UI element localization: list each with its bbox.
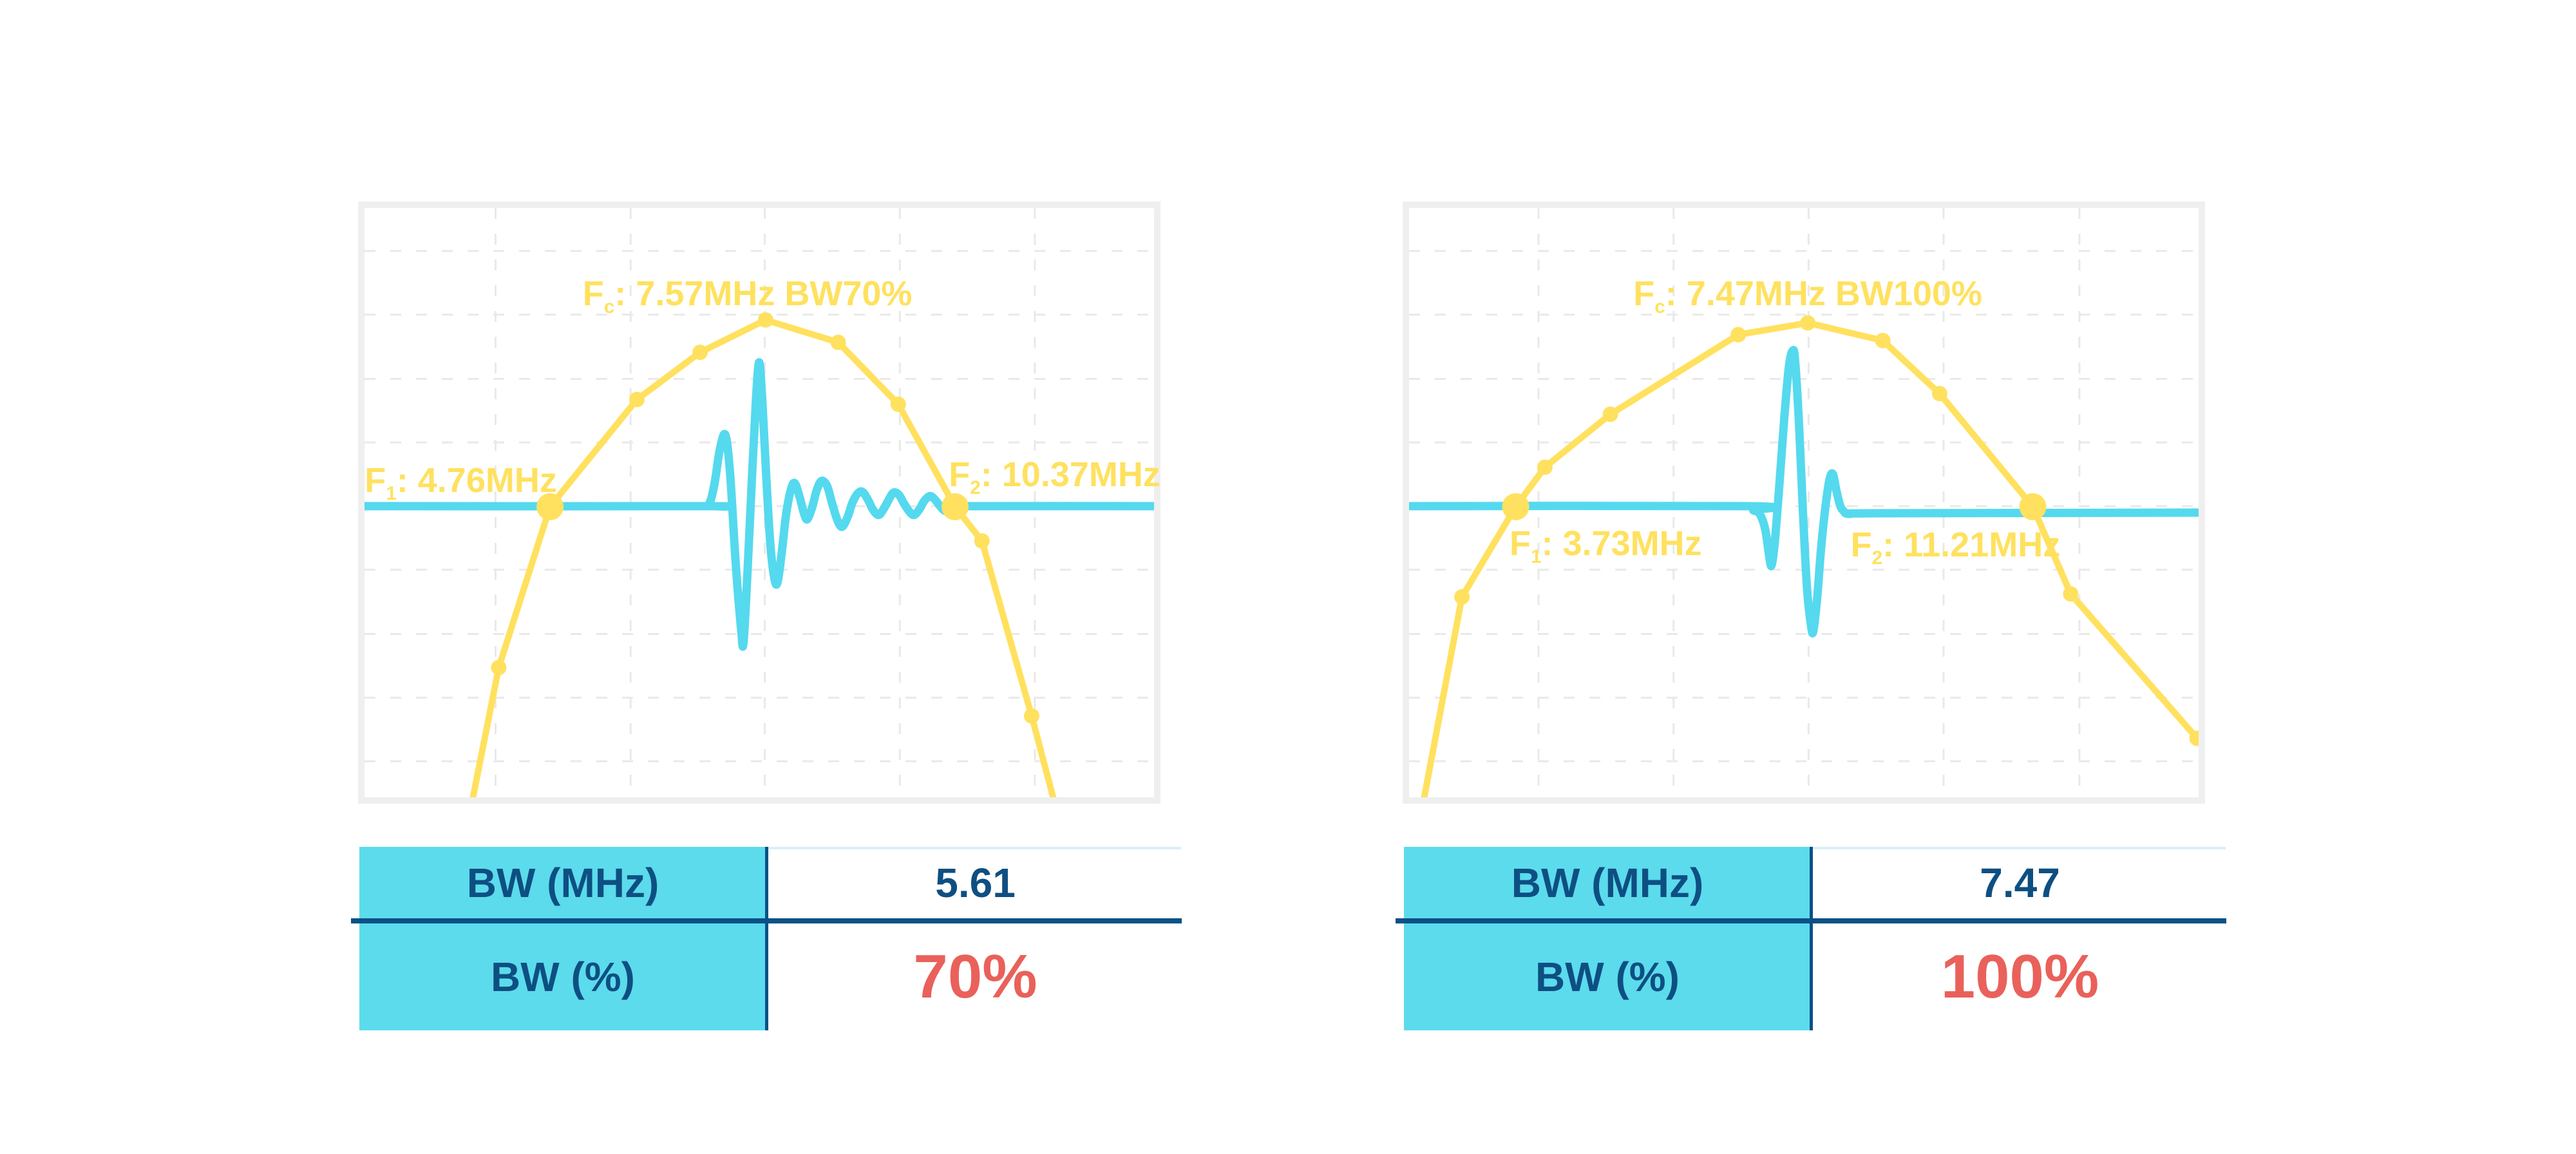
table-row-separator <box>1396 918 2226 923</box>
bandwidth-edge-marker <box>2019 493 2047 520</box>
f1-annotation: F1: 3.73MHz <box>1509 524 1702 567</box>
panel-bw100: Fc: 7.47MHz BW100% F1: 3.73MHz F2: 11.21… <box>1396 202 2226 1032</box>
spectrum-point-marker <box>830 334 846 350</box>
spectrum-point-marker <box>1454 589 1470 605</box>
spectrum-point-marker <box>1537 459 1553 475</box>
table-top-line <box>1813 847 2226 849</box>
chart-svg-bw100 <box>1409 208 2199 797</box>
spectrum-chart-bw70: Fc: 7.57MHz BW70% F1: 4.76MHz F2: 10.37M… <box>358 202 1160 804</box>
table-header-column <box>1404 847 1811 1030</box>
bw-pct-value-cell: 100% <box>1940 942 2099 1011</box>
spectrum-point-marker <box>1800 315 1816 331</box>
bw-pct-label-cell: BW (%) <box>491 954 635 1000</box>
f1-annotation: F1: 4.76MHz <box>365 460 557 504</box>
spectrum-point-marker <box>491 659 507 676</box>
bw-table-bw100: BW (MHz) 7.47 BW (%) 100% <box>1396 847 2226 1030</box>
f2-annotation: F2: 11.21MHz <box>1850 525 2061 569</box>
bw-mhz-value-cell: 5.61 <box>935 859 1016 906</box>
spectrum-point-marker <box>1602 406 1618 422</box>
panel-bw70: Fc: 7.57MHz BW70% F1: 4.76MHz F2: 10.37M… <box>351 202 1182 1032</box>
bw-table-bw70: BW (MHz) 5.61 BW (%) 70% <box>351 847 1182 1030</box>
spectrum-point-marker <box>757 312 773 328</box>
spectrum-point-marker <box>1931 386 1947 402</box>
spectrum-point-marker <box>692 345 708 361</box>
table-top-line <box>768 847 1181 849</box>
bw-pct-value-cell: 70% <box>913 942 1037 1011</box>
chart-svg-bw70 <box>365 208 1154 797</box>
spectrum-point-marker <box>974 533 990 549</box>
spectrum-chart-bw100: Fc: 7.47MHz BW100% F1: 3.73MHz F2: 11.21… <box>1403 202 2205 804</box>
fc-annotation: Fc: 7.57MHz BW70% <box>582 274 913 317</box>
table-column-divider <box>765 847 768 1030</box>
bandwidth-edge-marker <box>1502 493 1530 520</box>
spectrum-point-marker <box>1875 332 1891 348</box>
spectrum-point-marker <box>2189 730 2199 746</box>
bw-mhz-label-cell: BW (MHz) <box>466 859 659 906</box>
bandwidth-edge-marker <box>536 493 564 520</box>
table-header-column <box>359 847 766 1030</box>
bw-mhz-value-cell: 7.47 <box>1980 859 2060 906</box>
bw-pct-label-cell: BW (%) <box>1535 954 1680 1000</box>
table-row-separator <box>351 918 1182 923</box>
pulse-waveform <box>365 358 1154 651</box>
spectrum-point-marker <box>2063 586 2079 602</box>
fc-annotation: Fc: 7.47MHz BW100% <box>1633 274 1982 317</box>
spectrum-curve <box>469 316 1057 797</box>
spectrum-point-marker <box>890 396 906 412</box>
pulse-waveform <box>1409 346 2199 638</box>
spectrum-curve <box>1421 319 2199 797</box>
table-column-divider <box>1810 847 1813 1030</box>
spectrum-point-marker <box>1023 708 1039 724</box>
f2-annotation: F2: 10.37MHz <box>949 455 1160 498</box>
bw-mhz-label-cell: BW (MHz) <box>1511 859 1704 906</box>
spectrum-point-marker <box>629 392 645 408</box>
spectrum-point-marker <box>1730 326 1747 343</box>
bandwidth-edge-marker <box>942 493 969 520</box>
